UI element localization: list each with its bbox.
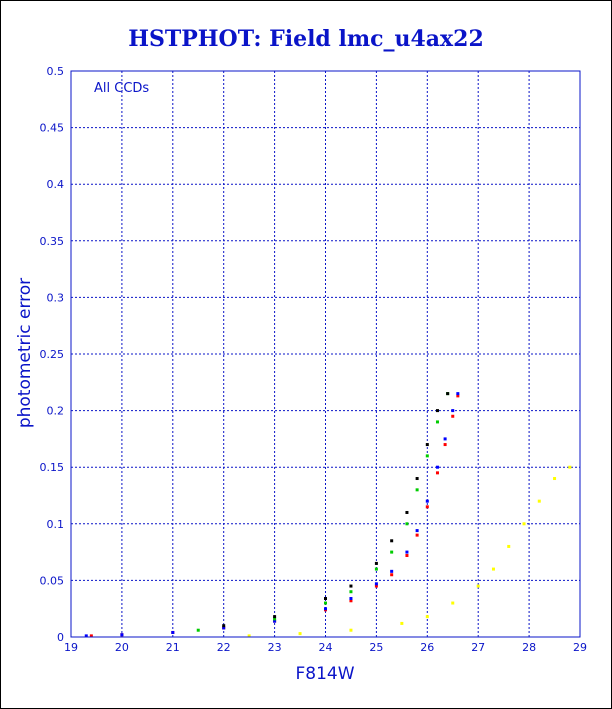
data-point — [89, 634, 93, 638]
data-point — [349, 584, 353, 588]
x-tick-label: 29 — [573, 641, 587, 654]
data-point — [451, 601, 455, 605]
data-point — [374, 584, 378, 588]
data-point — [476, 584, 480, 588]
data-point — [435, 409, 439, 413]
data-point — [425, 615, 429, 619]
x-tick-label: 20 — [115, 641, 129, 654]
data-point — [349, 628, 353, 632]
x-axis-label: F814W — [295, 664, 354, 684]
y-tick-label: 0.45 — [40, 122, 65, 135]
data-point — [456, 394, 460, 398]
data-point — [425, 505, 429, 509]
data-point — [456, 392, 460, 396]
data-point — [390, 550, 394, 554]
data-point — [451, 409, 455, 413]
y-tick-label: 0.2 — [47, 405, 65, 418]
data-point — [390, 539, 394, 543]
data-point — [491, 567, 495, 571]
data-point — [324, 607, 327, 611]
data-point — [400, 621, 404, 625]
data-point — [196, 628, 200, 632]
data-point — [446, 392, 450, 396]
x-tick-label: 27 — [471, 641, 485, 654]
data-point — [415, 533, 419, 537]
y-tick-label: 0.4 — [47, 178, 65, 191]
data-point — [222, 624, 226, 628]
x-tick-label: 21 — [166, 641, 180, 654]
data-point — [443, 443, 447, 447]
data-point — [247, 634, 251, 638]
y-tick-label: 0 — [57, 631, 64, 644]
y-axis-label: photometric error — [15, 278, 35, 428]
data-point — [405, 510, 409, 514]
data-point — [435, 465, 439, 469]
y-tick-label: 0.15 — [40, 461, 65, 474]
data-point — [507, 544, 511, 548]
data-point — [522, 522, 526, 526]
data-point — [374, 582, 378, 586]
y-tick-label: 0.5 — [47, 65, 65, 78]
data-point — [435, 471, 439, 475]
data-point — [415, 488, 419, 492]
data-point — [405, 550, 409, 554]
x-tick-label: 24 — [319, 641, 333, 654]
y-tick-label: 0.05 — [40, 574, 65, 587]
y-tick-label: 0.3 — [47, 291, 65, 304]
data-point — [273, 617, 277, 621]
x-tick-label: 28 — [522, 641, 536, 654]
data-point — [349, 590, 353, 594]
data-point — [273, 615, 277, 619]
data-point — [415, 477, 419, 481]
data-point — [451, 414, 455, 418]
data-points — [84, 392, 572, 638]
data-point — [553, 477, 557, 481]
data-point — [415, 529, 419, 533]
data-point — [425, 499, 429, 503]
data-point — [324, 601, 327, 605]
grid — [70, 70, 581, 638]
data-point — [324, 597, 327, 601]
y-tick-label: 0.35 — [40, 235, 65, 248]
data-point — [425, 454, 429, 458]
data-point — [374, 567, 378, 571]
data-point — [425, 443, 429, 447]
data-point — [298, 632, 302, 636]
x-tick-label: 23 — [268, 641, 282, 654]
tick-labels: 19 20 21 22 23 24 25 26 27 28 29 0 0.05 0.1 0.15 0.2 0.2… — [40, 65, 588, 654]
data-point — [405, 522, 409, 526]
data-point — [390, 569, 394, 573]
data-point — [349, 599, 353, 603]
y-tick-label: 0.25 — [40, 348, 65, 361]
data-point — [390, 573, 394, 577]
annotation-all-ccds: All CCDs — [94, 81, 149, 96]
data-point — [349, 597, 353, 601]
x-tick-label: 19 — [64, 641, 78, 654]
data-point — [537, 499, 541, 503]
data-point — [273, 619, 277, 623]
x-tick-label: 25 — [369, 641, 383, 654]
plot-frame — [70, 70, 581, 638]
data-point — [171, 630, 175, 634]
data-point — [443, 437, 447, 441]
data-point — [405, 553, 409, 557]
x-tick-label: 26 — [420, 641, 434, 654]
data-point — [374, 561, 378, 565]
y-tick-label: 0.1 — [47, 518, 65, 531]
data-point — [222, 626, 226, 630]
x-tick-label: 22 — [217, 641, 231, 654]
data-point — [84, 634, 88, 638]
data-point — [120, 633, 124, 637]
data-point — [435, 420, 439, 424]
chart-title: HSTPHOT: Field lmc_u4ax22 — [128, 26, 484, 52]
data-point — [568, 465, 572, 469]
